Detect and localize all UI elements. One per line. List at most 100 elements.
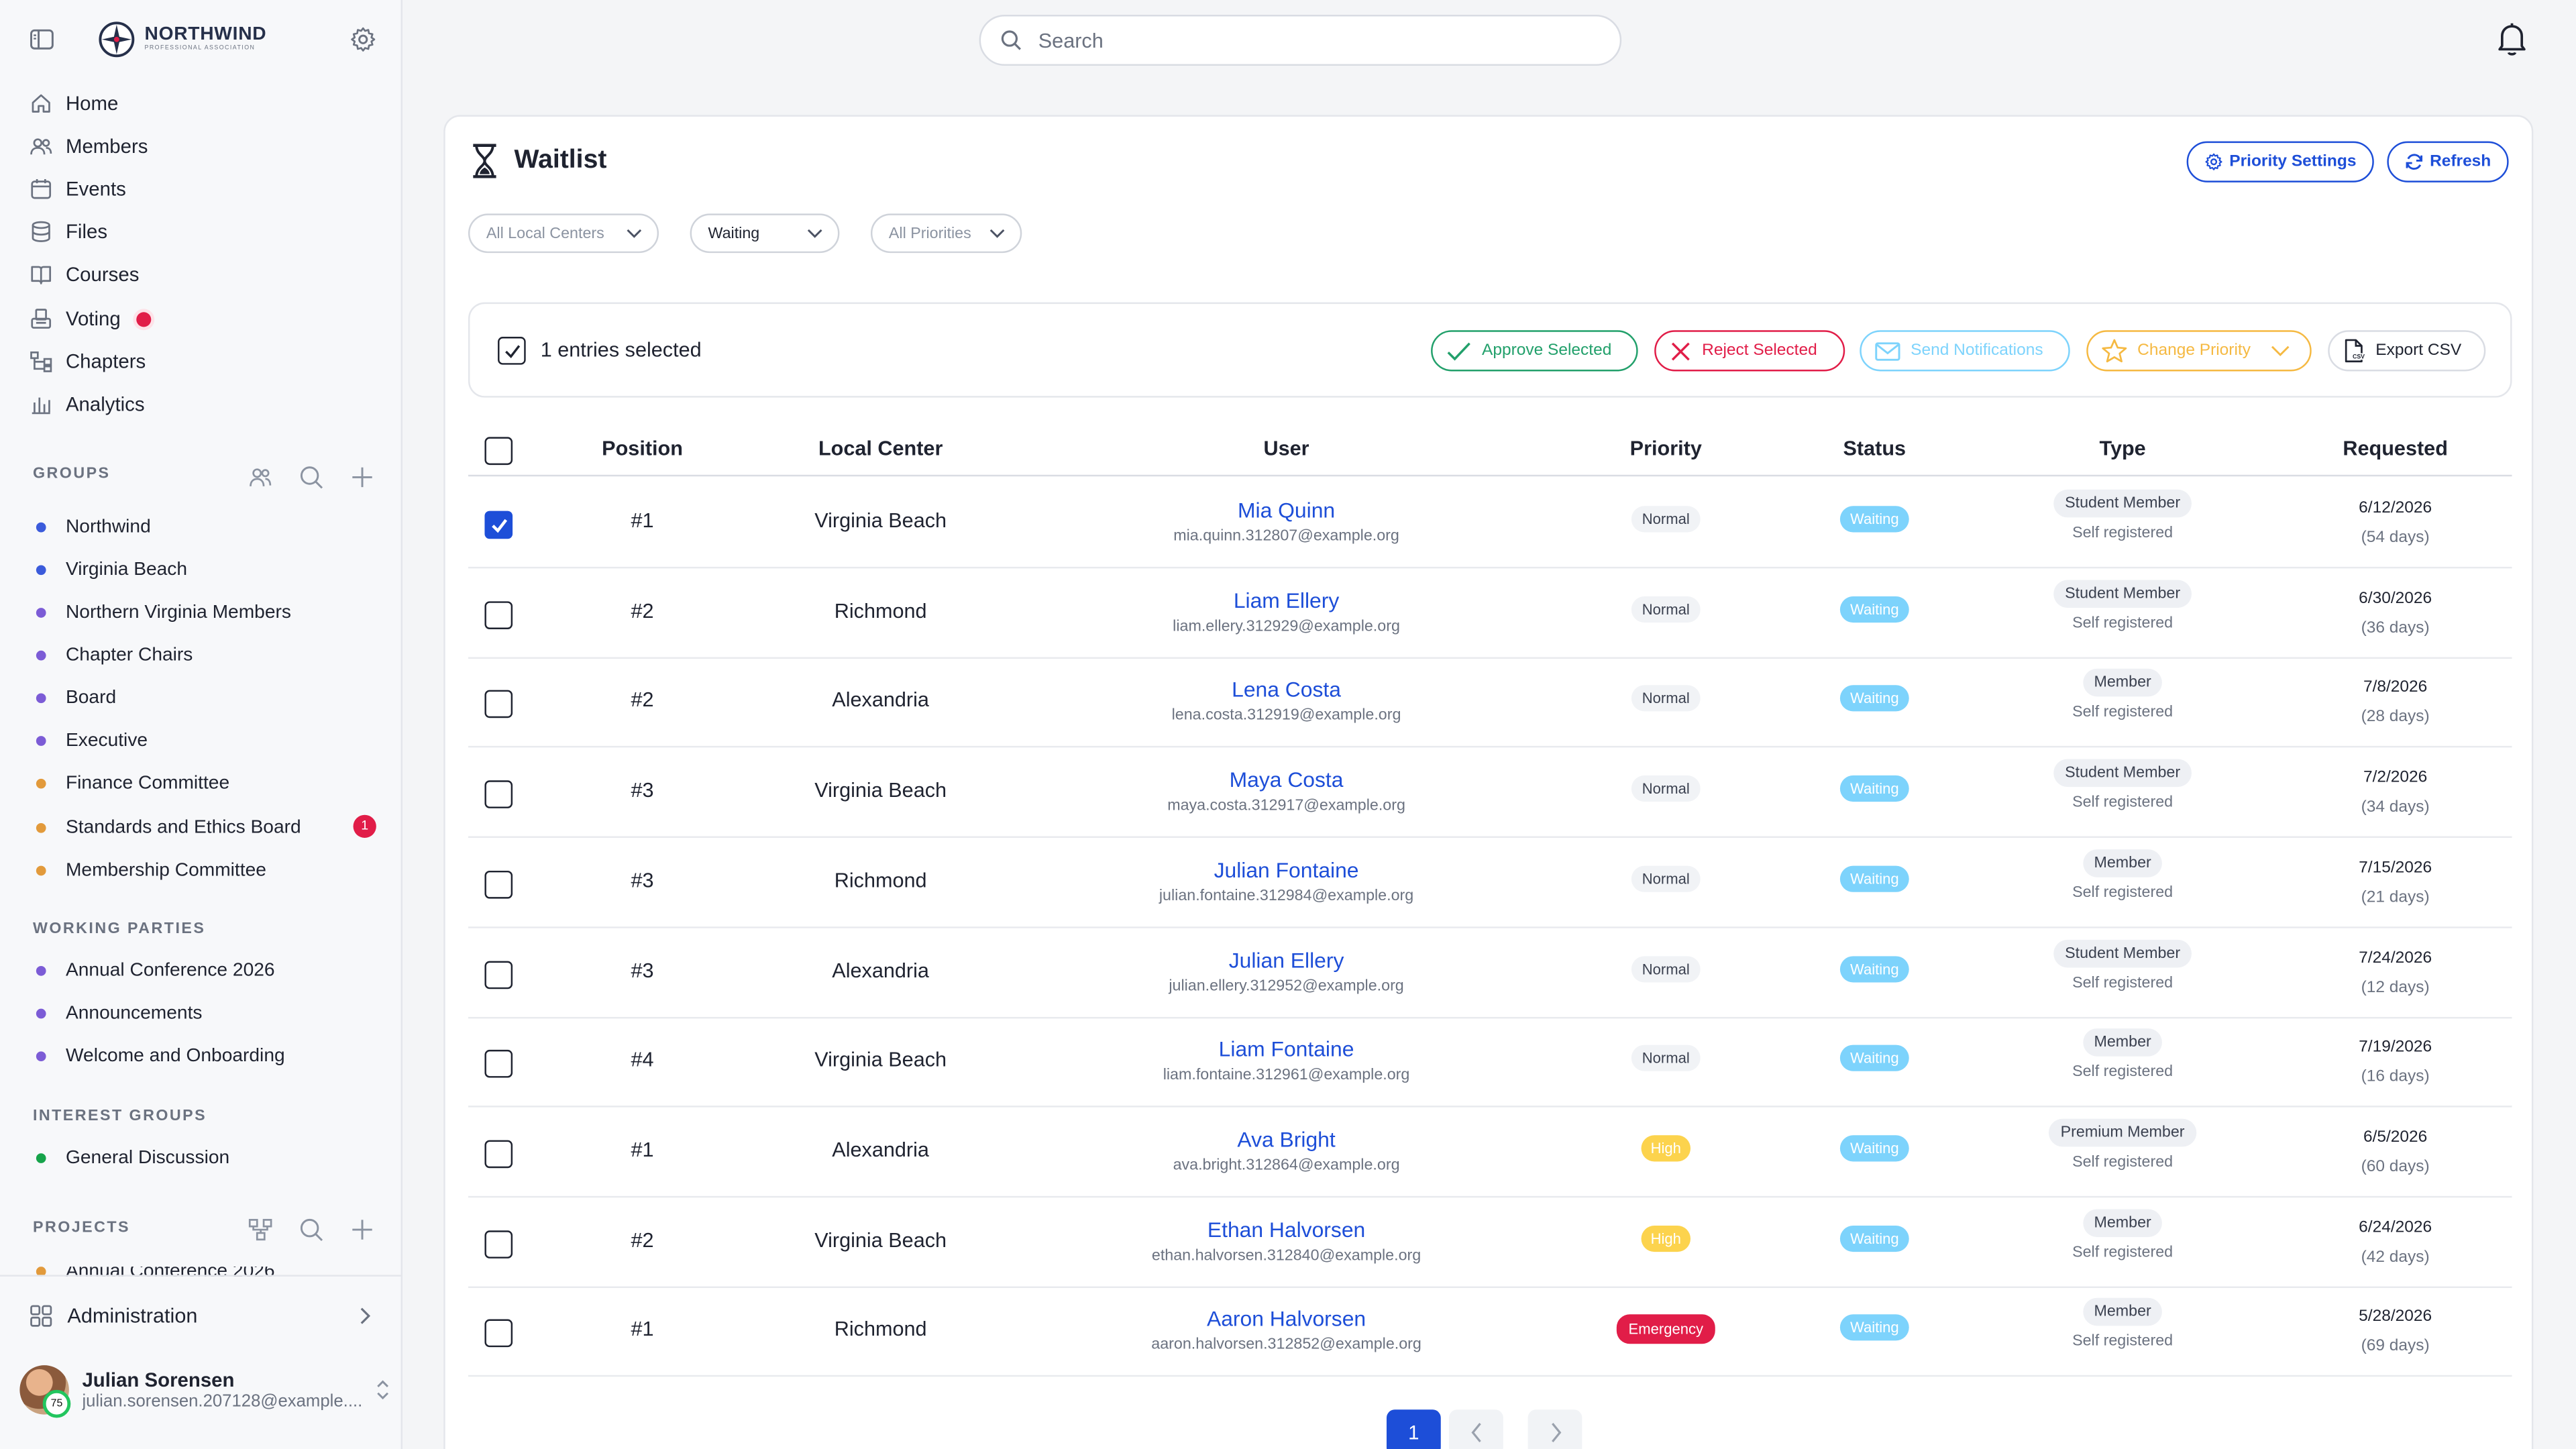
project-add-icon[interactable] [350,1218,375,1242]
user-name-link[interactable]: Ethan Halvorsen [1207,1216,1366,1242]
working-party-item[interactable]: Annual Conference 2026 [36,956,275,985]
interest-group-item[interactable]: General Discussion [36,1144,229,1173]
chevron-down-icon [626,228,642,238]
project-search-icon[interactable] [299,1218,324,1242]
project-item[interactable]: Annual Conference 2026 [36,1267,275,1277]
refresh-label: Refresh [2430,152,2491,171]
row-checkbox[interactable] [484,1140,513,1168]
row-checkbox[interactable] [484,1230,513,1258]
group-add-icon[interactable] [350,465,375,490]
column-header-status[interactable]: Status [1843,437,1907,460]
group-item[interactable]: Virginia Beach [36,555,187,585]
next-page-button[interactable] [1527,1409,1582,1449]
export-csv-button[interactable]: CSV Export CSV [2328,330,2486,372]
status-badge: Waiting [1840,686,1909,712]
registration-source: Self registered [2072,614,2174,633]
working-party-item[interactable]: Announcements [36,999,203,1028]
group-item[interactable]: Northwind [36,513,151,542]
grid-icon [30,1303,52,1326]
group-item[interactable]: Membership Committee [36,856,266,885]
change-priority-label: Change Priority [2137,341,2251,360]
row-checkbox[interactable] [484,1320,513,1348]
group-dot [36,1008,46,1019]
column-header-position[interactable]: Position [602,437,683,460]
column-header-local-center[interactable]: Local Center [818,437,943,460]
analytics-icon [30,392,52,415]
current-user[interactable]: 75 Julian Sorensen julian.sorensen.20712… [19,1357,389,1423]
user-name-link[interactable]: Aaron Halvorsen [1206,1306,1366,1332]
row-checkbox[interactable] [484,1050,513,1079]
project-tree-icon[interactable] [248,1218,273,1242]
status-filter[interactable]: Waiting [690,213,840,254]
local-center-filter[interactable]: All Local Centers [468,213,659,254]
group-item[interactable]: Executive [36,726,148,755]
requested-cell: 6/12/2026 (54 days) [2305,494,2485,547]
user-name-link[interactable]: Liam Fontaine [1218,1036,1354,1062]
requested-cell: 7/19/2026 (16 days) [2305,1034,2485,1086]
group-label: Executive [65,731,148,751]
x-icon [1669,339,1692,362]
column-header-requested[interactable]: Requested [2343,437,2448,460]
row-checkbox[interactable] [484,511,513,539]
status-badge: Waiting [1840,775,1909,802]
status-cell: Waiting [1792,1224,1957,1252]
group-item[interactable]: Standards and Ethics Board [36,813,301,843]
user-name-link[interactable]: Mia Quinn [1238,498,1336,523]
sidebar-toggle-icon[interactable] [30,28,54,51]
brand-name: NORTHWIND [144,24,267,45]
search-bar[interactable] [979,15,1622,66]
user-name-link[interactable]: Ava Bright [1237,1126,1336,1152]
group-item[interactable]: Northern Virginia Members [36,598,291,627]
column-header-user[interactable]: User [1263,437,1309,460]
nav-home[interactable]: Home [30,85,118,121]
nav-files[interactable]: Files [30,213,107,250]
change-priority-dropdown[interactable]: Change Priority [2086,330,2312,372]
nav-voting[interactable]: Voting [30,301,152,337]
page-1-button[interactable]: 1 [1386,1409,1441,1449]
gear-icon[interactable] [350,26,376,52]
nav-events[interactable]: Events [30,171,126,207]
group-members-icon[interactable] [248,465,273,490]
previous-page-button[interactable] [1449,1409,1503,1449]
row-checkbox[interactable] [484,870,513,899]
nav-analytics[interactable]: Analytics [30,386,145,423]
user-name-link[interactable]: Maya Costa [1229,767,1344,792]
refresh-button[interactable]: Refresh [2387,141,2510,182]
chevron-up-down-icon[interactable] [374,1377,390,1403]
position-cell: #4 [631,1048,654,1072]
column-header-priority[interactable]: Priority [1629,437,1702,460]
reject-selected-button[interactable]: Reject Selected [1654,330,1845,372]
nav-courses[interactable]: Courses [30,256,139,292]
user-name-link[interactable]: Liam Ellery [1233,587,1340,612]
user-cell: Lena Costa lena.costa.312919@example.org [1073,678,1500,725]
user-name-link[interactable]: Lena Costa [1232,677,1341,702]
bell-icon[interactable] [2496,21,2528,58]
sidebar: NORTHWIND PROFESSIONAL ASSOCIATION Home … [0,0,403,1449]
group-item[interactable]: Finance Committee [36,769,229,798]
row-checkbox[interactable] [484,960,513,989]
priority-badge: Normal [1632,775,1700,802]
group-search-icon[interactable] [299,465,324,490]
nav-chapters[interactable]: Chapters [30,343,146,380]
row-checkbox[interactable] [484,600,513,629]
local-center-cell: Richmond [834,1318,927,1342]
priority-settings-button[interactable]: Priority Settings [2186,141,2375,182]
user-name-link[interactable]: Julian Ellery [1228,947,1344,972]
send-notifications-button[interactable]: Send Notifications [1860,330,2070,372]
row-checkbox[interactable] [484,690,513,719]
nav-members[interactable]: Members [30,128,148,164]
column-header-type[interactable]: Type [2099,437,2146,460]
select-all-checkbox[interactable] [484,437,513,466]
priority-filter[interactable]: All Priorities [870,213,1022,254]
brand-logo[interactable]: NORTHWIND PROFESSIONAL ASSOCIATION [99,21,266,58]
search-input[interactable] [1034,27,1578,54]
user-name-link[interactable]: Julian Fontaine [1214,857,1359,882]
row-checkbox[interactable] [484,780,513,809]
requested-days-ago: (21 days) [2361,888,2430,907]
approve-selected-button[interactable]: Approve Selected [1431,330,1638,372]
bulk-select-checkbox[interactable] [498,337,526,365]
group-item[interactable]: Chapter Chairs [36,641,193,670]
administration-link[interactable]: Administration [0,1275,403,1354]
working-party-item[interactable]: Welcome and Onboarding [36,1042,285,1071]
group-item[interactable]: Board [36,684,116,713]
